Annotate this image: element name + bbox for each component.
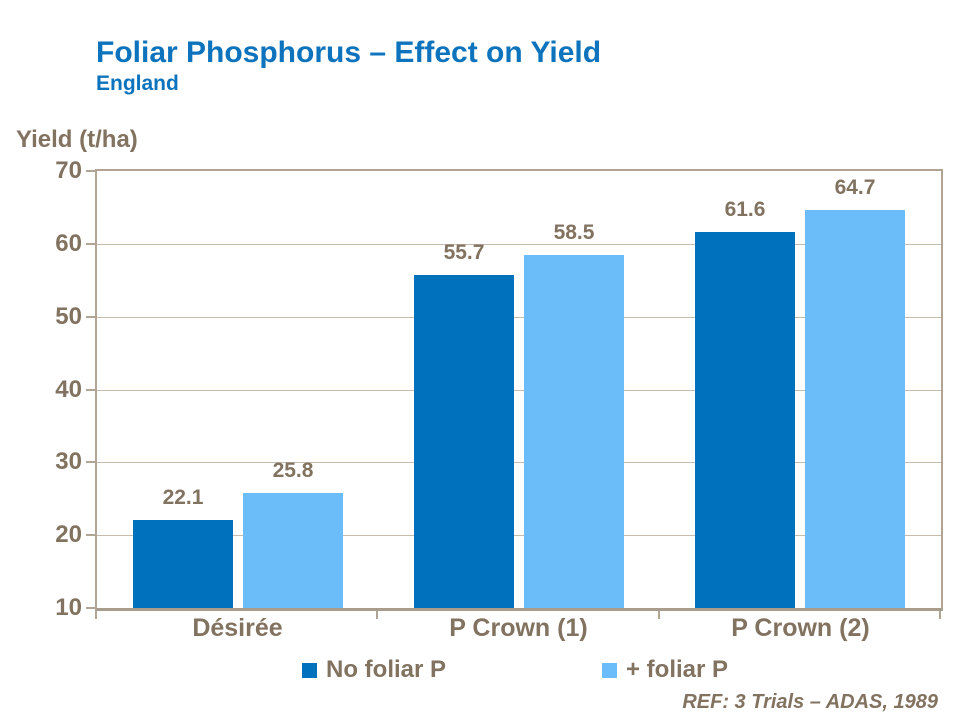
gridline [97, 390, 941, 391]
x-tick-mark [939, 611, 941, 619]
bar [805, 210, 905, 608]
y-tick-label: 70 [55, 157, 82, 184]
bar [524, 255, 624, 608]
legend-item-no-foliar-p: No foliar P [302, 656, 446, 684]
x-tick-mark [376, 611, 378, 619]
gridline [97, 462, 941, 463]
y-tick-mark [86, 243, 95, 245]
plot-area: 22.1 25.8 55.7 58.5 61.6 64.7 [95, 169, 943, 611]
y-tick-label: 20 [55, 521, 82, 548]
bar-value-label: 64.7 [834, 176, 876, 199]
y-tick-mark [86, 461, 95, 463]
x-category-label: P Crown (2) [731, 614, 870, 642]
bar [695, 232, 795, 608]
bar [414, 275, 514, 608]
legend-label-plus-foliar-p: + foliar P [626, 656, 729, 683]
y-tick-mark [86, 534, 95, 536]
bar-value-label: 61.6 [724, 198, 766, 221]
y-tick-mark [86, 316, 95, 318]
bar-value-label: 55.7 [443, 241, 485, 264]
y-tick-label: 50 [55, 303, 82, 330]
legend-item-plus-foliar-p: + foliar P [602, 656, 728, 684]
legend-label-no-foliar-p: No foliar P [326, 656, 447, 683]
reference-note: REF: 3 Trials – ADAS, 1989 [682, 691, 938, 713]
gridline [97, 535, 941, 536]
chart-subtitle: England [96, 72, 179, 95]
bar-value-label: 25.8 [272, 459, 314, 482]
y-tick-mark [86, 607, 95, 609]
x-tick-mark [95, 611, 97, 619]
chart-title: Foliar Phosphorus – Effect on Yield [96, 36, 602, 69]
y-tick-label: 30 [55, 448, 82, 475]
x-category-label: Désirée [192, 614, 283, 642]
x-category-label: P Crown (1) [449, 614, 588, 642]
y-tick-mark [86, 170, 95, 172]
y-tick-label: 10 [55, 594, 82, 621]
bar-value-label: 22.1 [162, 486, 204, 509]
bar [133, 520, 233, 608]
y-tick-mark [86, 389, 95, 391]
gridline [97, 244, 941, 245]
y-tick-label: 60 [55, 230, 82, 257]
bar [243, 493, 343, 608]
y-tick-label: 40 [55, 376, 82, 403]
legend-swatch-no-foliar-p [302, 662, 317, 678]
x-tick-mark [658, 611, 660, 619]
bar-value-label: 58.5 [553, 221, 595, 244]
legend-swatch-plus-foliar-p [602, 662, 617, 678]
gridline [97, 317, 941, 318]
y-axis-title: Yield (t/ha) [16, 126, 138, 153]
